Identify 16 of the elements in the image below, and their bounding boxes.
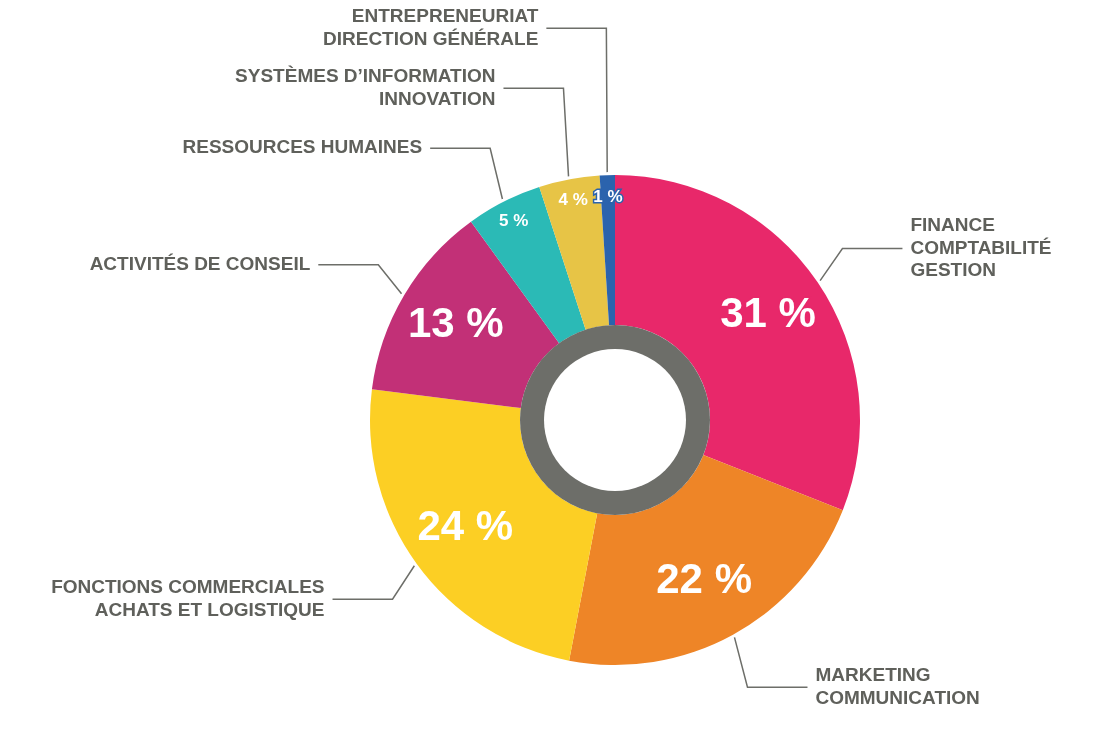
donut-slice — [539, 175, 610, 330]
slice-label: FONCTIONS COMMERCIALES ACHATS ET LOGISTIQUE — [51, 575, 325, 620]
data-label: 24 % — [417, 501, 514, 549]
slice-label: MARKETING COMMUNICATION — [815, 663, 980, 708]
data-label: 22 % — [656, 555, 752, 603]
donut-slice — [569, 454, 843, 665]
data-label: 13 % — [407, 298, 504, 346]
data-label: 5 % — [499, 210, 529, 230]
data-label: 31 % — [720, 289, 816, 337]
slice-label: ENTREPRENEURIAT DIRECTION GÉNÉRALE — [323, 4, 539, 49]
slice-label: RESSOURCES HUMAINES — [182, 136, 423, 158]
slice-label: FINANCE COMPTABILITÉ GESTION — [910, 213, 1052, 281]
data-label: 4 % — [558, 190, 588, 210]
donut-slice — [370, 389, 598, 661]
slice-label: SYSTÈMES D’INFORMATION INNOVATION — [235, 64, 496, 109]
slice-label: ACTIVITÉS DE CONSEIL — [89, 252, 311, 274]
